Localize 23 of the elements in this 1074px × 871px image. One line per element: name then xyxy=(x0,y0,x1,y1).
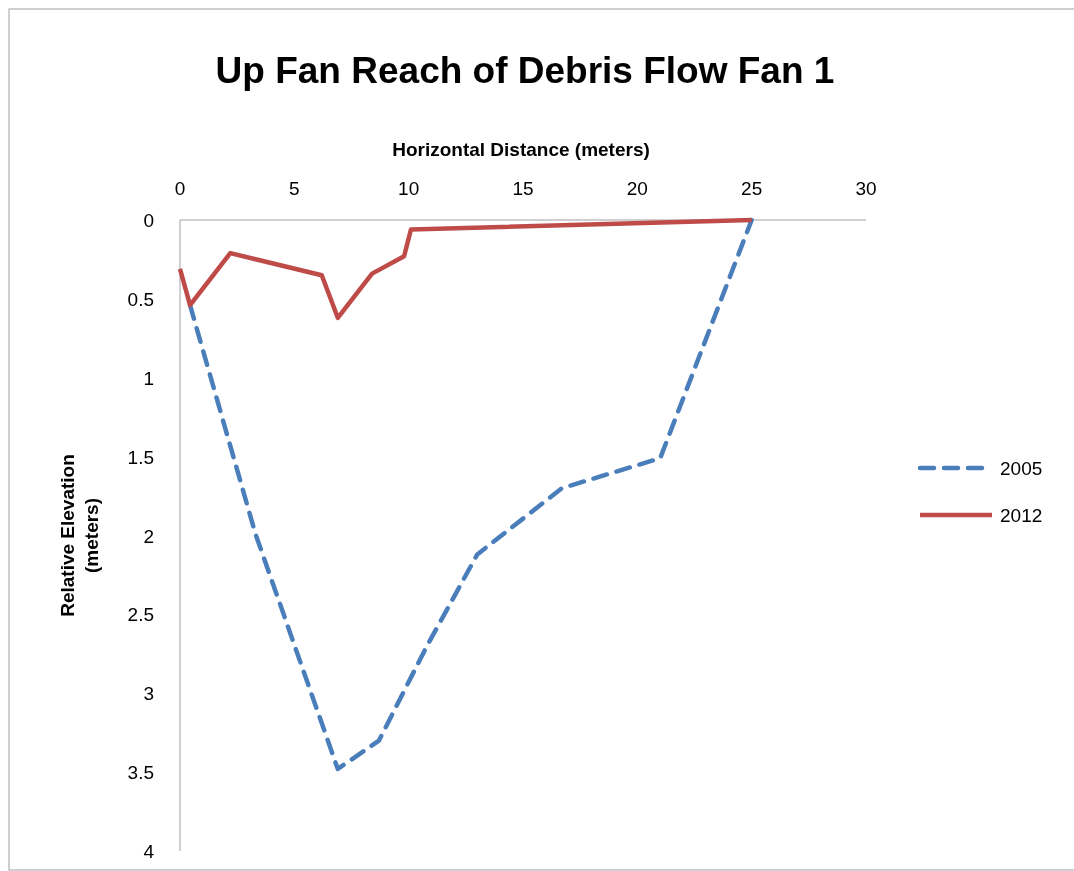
x-tick-label: 5 xyxy=(289,178,300,199)
y-tick-label: 0.5 xyxy=(127,288,154,310)
y-tick-label: 4 xyxy=(143,841,155,862)
y-tick-label: 3 xyxy=(143,683,154,705)
legend-label: 2005 xyxy=(1000,458,1043,479)
y-axis-title: Relative Elevation (meters) xyxy=(57,454,102,617)
y-tick-label: 2 xyxy=(143,525,154,547)
y-tick-label: 2.5 xyxy=(127,604,154,626)
y-tick-label: 3.5 xyxy=(127,762,154,784)
chart-title: Up Fan Reach of Debris Flow Fan 1 xyxy=(215,50,835,91)
y-tick-label: 1 xyxy=(143,367,154,389)
x-tick-label: 15 xyxy=(512,178,534,199)
line-series xyxy=(187,217,754,772)
x-tick-label: 0 xyxy=(174,178,186,199)
y-tick-label: 0 xyxy=(143,210,154,231)
x-tick-label: 10 xyxy=(398,178,420,199)
x-tick-label: 30 xyxy=(855,178,877,199)
line-series xyxy=(177,217,754,321)
x-tick-label: 25 xyxy=(741,178,763,199)
legend-label: 2012 xyxy=(1000,505,1043,526)
y-tick-label: 1.5 xyxy=(127,446,154,468)
x-tick-label: 20 xyxy=(626,178,648,199)
x-axis-title: Horizontal Distance (meters) xyxy=(392,139,650,160)
